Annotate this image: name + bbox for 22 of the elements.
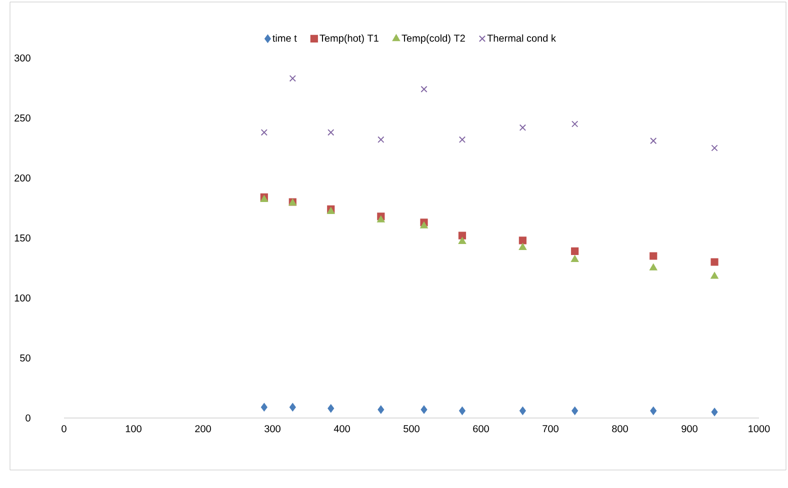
x-tick-label: 0 — [62, 425, 66, 432]
x-tick-label: 900 — [682, 425, 698, 432]
legend-label: time t — [272, 34, 297, 42]
x-tick-label: 100 — [126, 425, 142, 432]
y-tick-label: 0 — [26, 414, 30, 422]
x-tick-label: 200 — [195, 425, 211, 432]
y-tick-label: 300 — [14, 54, 30, 62]
y-tick-label: 250 — [14, 114, 30, 122]
legend-label: Temp(hot) T1 — [320, 34, 378, 44]
y-tick-label: 150 — [14, 234, 30, 242]
x-tick-label: 400 — [334, 425, 350, 432]
y-tick-label: 200 — [14, 174, 30, 182]
x-tick-label: 600 — [473, 425, 489, 432]
legend-label: Thermal cond k — [487, 34, 556, 42]
x-tick-label: 700 — [542, 425, 558, 432]
x-tick-label: 300 — [264, 425, 280, 432]
x-tick-label: 800 — [612, 425, 628, 432]
y-tick-label: 50 — [20, 354, 30, 362]
x-tick-label: 1000 — [748, 425, 770, 432]
legend-label: Temp(cold) T2 — [402, 34, 465, 44]
y-tick-label: 100 — [14, 294, 30, 302]
x-tick-label: 500 — [404, 425, 420, 432]
